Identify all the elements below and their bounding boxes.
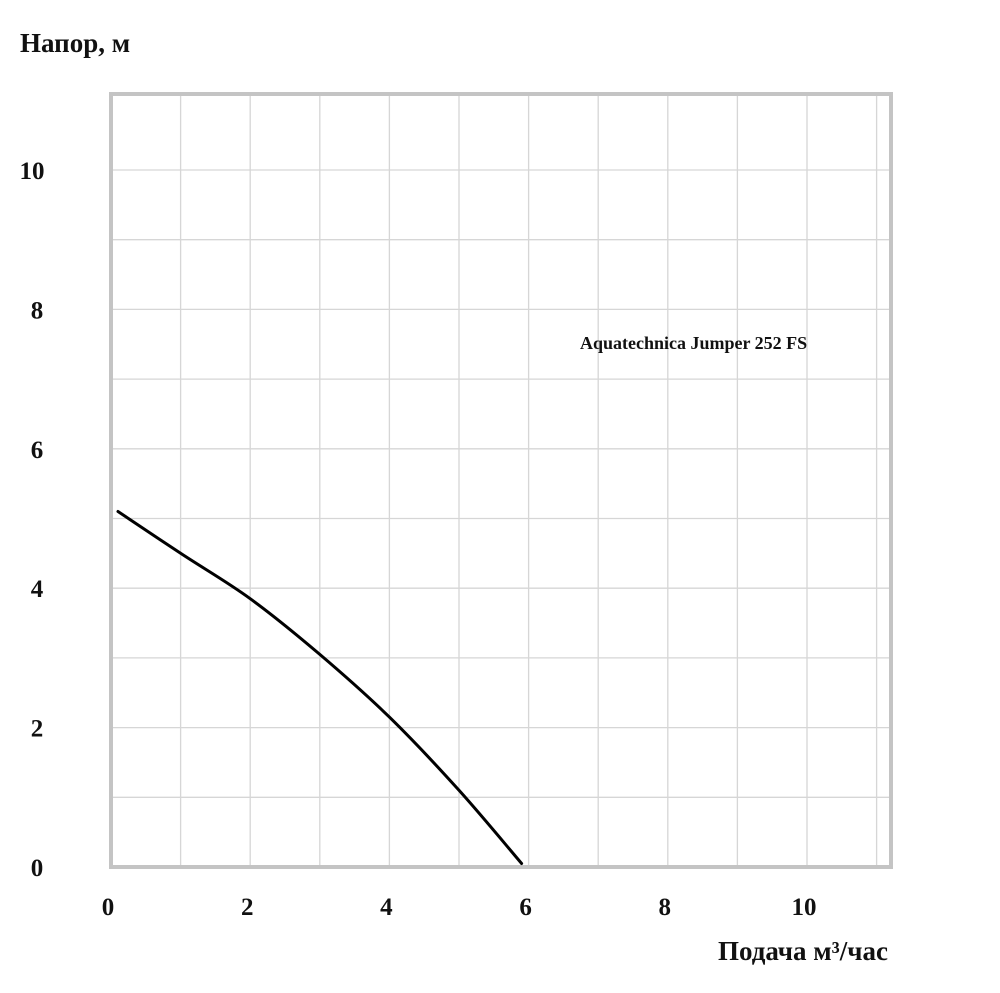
x-tick-label: 10 — [792, 894, 817, 921]
plot-frame — [109, 92, 893, 869]
x-tick-label: 8 — [659, 894, 672, 921]
x-tick-label: 0 — [102, 894, 115, 921]
x-tick-label: 2 — [241, 894, 254, 921]
grid-lines — [111, 94, 891, 867]
y-tick-labels: 0 2 4 6 8 10 — [20, 158, 45, 882]
y-tick-label: 2 — [31, 716, 44, 743]
y-axis-title: Напор, м — [20, 28, 130, 58]
y-tick-label: 4 — [31, 576, 44, 603]
x-axis-title: Подача м³/час — [718, 936, 888, 966]
x-tick-labels: 0 2 4 6 8 10 — [102, 894, 817, 921]
y-tick-label: 6 — [31, 437, 44, 464]
y-tick-label: 0 — [31, 855, 44, 882]
x-tick-label: 4 — [380, 894, 393, 921]
y-tick-label: 10 — [20, 158, 45, 185]
series-line-pump-curve — [116, 510, 524, 865]
y-tick-label: 8 — [31, 297, 44, 324]
x-tick-label: 6 — [519, 894, 532, 921]
chart-annotation-model: Aquatechnica Jumper 252 FS — [580, 333, 807, 353]
